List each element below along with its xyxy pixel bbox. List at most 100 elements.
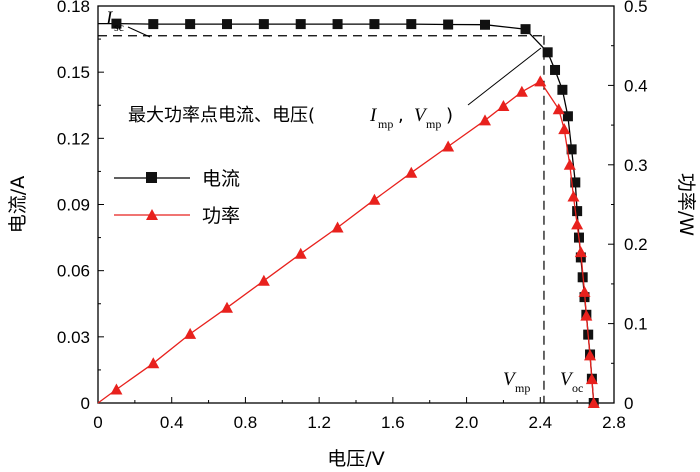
legend-current-label: 电流 — [202, 168, 240, 190]
x-tick-label: 1.6 — [381, 413, 405, 432]
power-point — [534, 75, 547, 87]
x-tick-label: 2.4 — [528, 413, 552, 432]
isc-pointer — [127, 26, 151, 38]
y-right-tick-label: 0.4 — [624, 76, 648, 95]
current-point — [222, 19, 232, 30]
y-left-axis-label: 电流/A — [7, 176, 29, 233]
y-right-tick-label: 0.1 — [624, 315, 648, 334]
power-point — [442, 140, 455, 152]
series-current — [97, 18, 599, 408]
series-power — [97, 75, 600, 408]
current-point — [570, 177, 581, 188]
y-right-tick-label: 0.5 — [624, 0, 648, 16]
x-tick-label: 2.0 — [455, 413, 479, 432]
power-point — [257, 274, 270, 286]
current-point — [562, 111, 573, 122]
power-point — [294, 247, 307, 259]
x-tick-label: 0.4 — [160, 413, 184, 432]
current-point — [480, 19, 490, 30]
isc-symbol: I — [105, 8, 114, 29]
power-point — [221, 301, 233, 313]
power-point — [580, 309, 593, 321]
current-point — [111, 18, 122, 29]
y-right-axis-label: 功率/W — [675, 173, 697, 236]
current-point — [520, 24, 531, 35]
power-point — [497, 100, 510, 112]
mpp-close: ) — [446, 105, 453, 126]
mpp-guide-lines — [98, 35, 545, 403]
power-point — [405, 166, 418, 178]
mpp-i-symbol: I — [369, 105, 378, 126]
voc-annotation: V oc — [560, 369, 583, 395]
current-point — [443, 19, 454, 30]
voc-symbol: V — [560, 369, 574, 390]
series-line — [97, 22, 595, 404]
x-axis-label: 电压/V — [327, 448, 384, 470]
current-point — [332, 19, 343, 30]
mpp-v-symbol: V — [414, 105, 428, 126]
current-point — [295, 19, 306, 30]
y-left-tick-label: 0 — [81, 394, 90, 413]
current-point — [148, 19, 159, 30]
vmp-annotation: V mp — [503, 369, 530, 395]
power-point — [578, 285, 591, 297]
power-point — [479, 114, 491, 126]
mpp-comma: , — [398, 105, 404, 126]
current-point — [406, 19, 417, 30]
isc-subscript: sc — [114, 20, 124, 34]
y-right-tick-label: 0.2 — [624, 235, 648, 254]
y-right-tick-label: 0.3 — [624, 156, 648, 175]
y-left-tick-label: 0.15 — [57, 63, 90, 82]
mpp-text: 最大功率点电流、电压( — [128, 105, 315, 126]
power-point — [368, 193, 381, 205]
series-line — [97, 80, 595, 404]
legend: 电流 功率 — [114, 168, 240, 227]
x-tick-label: 0 — [93, 413, 102, 432]
vmp-subscript: mp — [515, 381, 530, 395]
power-point — [552, 103, 565, 115]
power-point — [567, 190, 580, 202]
current-point — [542, 47, 553, 58]
y-left-tick-label: 0.06 — [57, 262, 90, 281]
y-left-tick-label: 0.09 — [57, 196, 90, 215]
power-point — [585, 373, 598, 385]
legend-item-current: 电流 — [114, 168, 240, 190]
power-point — [147, 357, 160, 369]
mpp-annotation: 最大功率点电流、电压( I mp , V mp ) — [128, 47, 542, 131]
power-point — [584, 349, 597, 361]
legend-power-marker — [146, 209, 158, 220]
current-point — [369, 19, 380, 30]
power-point — [331, 221, 344, 233]
series-layer — [97, 18, 600, 408]
vmp-symbol: V — [503, 369, 517, 390]
current-point — [572, 206, 583, 217]
x-tick-label: 1.2 — [307, 413, 331, 432]
current-point — [557, 84, 568, 95]
voc-subscript: oc — [572, 381, 583, 395]
power-point — [184, 327, 197, 339]
power-point — [110, 383, 123, 395]
x-tick-label: 0.8 — [234, 413, 258, 432]
y-right-tick-label: 0 — [624, 394, 633, 413]
current-point — [185, 19, 196, 30]
isc-annotation: I sc — [105, 8, 151, 38]
legend-current-marker — [146, 172, 157, 183]
y-left-tick-label: 0.18 — [57, 0, 90, 16]
power-point — [574, 246, 587, 258]
current-point — [550, 64, 561, 75]
mpp-v-subscript: mp — [426, 117, 441, 131]
power-point — [571, 218, 584, 230]
power-point — [587, 397, 600, 408]
axis-ticks: 0 0.4 0.8 1.2 1.6 2.0 2.4 2.800.030.060.090.120… — [57, 0, 648, 432]
current-point — [258, 19, 269, 30]
power-point — [563, 158, 576, 170]
current-point — [566, 144, 577, 155]
power-point — [515, 85, 528, 97]
y-left-tick-label: 0.03 — [57, 328, 90, 347]
legend-power-label: 功率 — [202, 205, 240, 227]
legend-item-power: 功率 — [114, 205, 240, 227]
x-tick-label: 2.8 — [602, 413, 626, 432]
plot-frame — [97, 5, 615, 404]
power-point — [558, 123, 571, 135]
